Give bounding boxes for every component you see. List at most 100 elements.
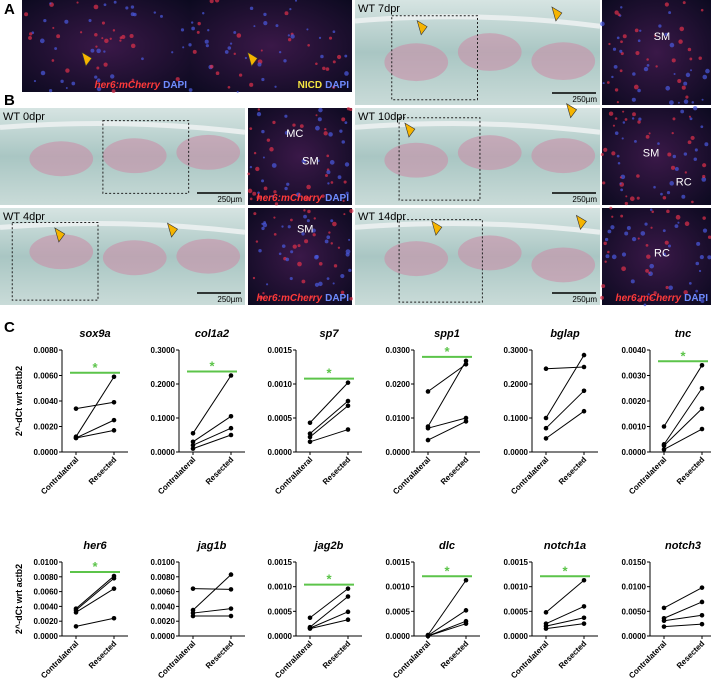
cell xyxy=(307,43,310,47)
cell xyxy=(191,21,194,24)
cell xyxy=(49,89,53,93)
stain-legend: her6:mCherry DAPI xyxy=(257,193,350,204)
cell xyxy=(96,48,101,54)
cell xyxy=(668,285,673,291)
cell xyxy=(284,186,288,191)
cell xyxy=(645,134,650,139)
cell xyxy=(632,112,636,117)
point xyxy=(228,606,234,611)
micrograph: SM xyxy=(600,0,711,105)
cell xyxy=(687,140,692,145)
cell xyxy=(600,21,605,27)
bone xyxy=(0,221,246,235)
cell xyxy=(662,196,667,200)
point xyxy=(699,363,705,368)
cell xyxy=(306,28,309,31)
pair-line xyxy=(75,429,115,439)
y-tick-label: 0.0000 xyxy=(34,632,59,641)
pair-line xyxy=(309,405,349,438)
cell xyxy=(332,30,336,34)
y-tick-label: 0.3000 xyxy=(504,346,529,355)
cell xyxy=(318,107,323,113)
cell xyxy=(683,81,688,86)
point xyxy=(661,447,667,452)
cell xyxy=(677,79,682,84)
cell xyxy=(271,194,274,198)
cell xyxy=(317,117,322,122)
chart-title: bglap xyxy=(550,328,580,340)
y-axis-label: 2^-dCt wrt actb2 xyxy=(14,564,24,634)
cell xyxy=(636,174,640,178)
cell xyxy=(233,52,236,56)
cell xyxy=(258,295,263,300)
cell xyxy=(655,65,658,68)
cell xyxy=(286,182,290,186)
tissue xyxy=(457,235,522,271)
cell xyxy=(620,6,623,9)
cell xyxy=(301,279,306,284)
cell xyxy=(326,235,331,240)
cell xyxy=(257,191,260,195)
cell xyxy=(680,109,685,114)
cell xyxy=(632,72,636,76)
arrowhead xyxy=(551,6,563,22)
cell xyxy=(707,255,711,260)
cell xyxy=(696,241,701,246)
cell xyxy=(301,232,305,236)
point xyxy=(345,617,351,623)
pair-line xyxy=(545,390,585,429)
point xyxy=(699,385,705,391)
arrowhead xyxy=(247,51,258,67)
cell xyxy=(110,74,115,79)
point xyxy=(228,432,234,438)
point xyxy=(111,399,117,405)
significance-star: * xyxy=(92,360,98,375)
y-tick-label: 0.0060 xyxy=(34,588,59,597)
cell xyxy=(631,97,636,102)
cell xyxy=(71,81,76,86)
cell xyxy=(131,78,135,82)
y-tick-label: 0.0040 xyxy=(34,602,59,611)
inset-box xyxy=(398,117,481,201)
image-title: WT 10dpr xyxy=(358,111,406,123)
pair-line xyxy=(663,601,703,619)
cell xyxy=(612,47,617,51)
stain-legend: her6:mCherry DAPI xyxy=(616,293,709,304)
cell xyxy=(671,58,676,63)
cell xyxy=(253,151,257,155)
cell xyxy=(94,32,98,37)
cell xyxy=(290,218,293,222)
cell xyxy=(324,239,329,244)
cell xyxy=(681,85,686,90)
point xyxy=(661,605,667,611)
cell xyxy=(249,127,253,130)
cell xyxy=(330,219,334,223)
cell xyxy=(326,277,330,280)
cell xyxy=(677,221,680,224)
cell xyxy=(626,225,631,230)
cell xyxy=(224,50,229,54)
y-tick-label: 0.0000 xyxy=(622,632,647,641)
tissue xyxy=(29,141,94,177)
cell xyxy=(113,0,117,4)
cell xyxy=(332,221,337,227)
tissue xyxy=(531,138,596,174)
y-tick-label: 0.0005 xyxy=(268,607,293,616)
cell xyxy=(702,74,708,80)
cell xyxy=(337,175,342,180)
cell xyxy=(255,166,260,172)
tissue xyxy=(531,247,596,283)
bone xyxy=(354,221,601,235)
cell xyxy=(690,69,693,72)
point xyxy=(699,426,705,432)
y-tick-label: 0.0200 xyxy=(386,380,411,389)
cell xyxy=(646,254,651,259)
micrograph: WT 4dpr 250µm xyxy=(0,208,246,305)
point xyxy=(463,608,469,613)
cell xyxy=(261,129,265,134)
y-tick-label: 0.0100 xyxy=(386,414,411,423)
cell xyxy=(318,281,323,287)
significance-star: * xyxy=(444,563,450,578)
cell xyxy=(619,176,622,179)
pair-line xyxy=(663,408,703,446)
